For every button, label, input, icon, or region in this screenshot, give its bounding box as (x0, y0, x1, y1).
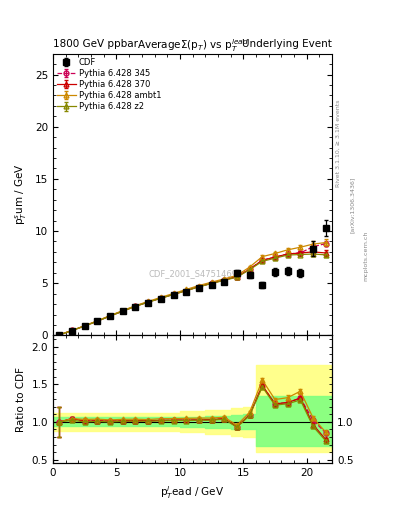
Text: mcplots.cern.ch: mcplots.cern.ch (364, 231, 369, 281)
Legend: CDF, Pythia 6.428 345, Pythia 6.428 370, Pythia 6.428 ambt1, Pythia 6.428 z2: CDF, Pythia 6.428 345, Pythia 6.428 370,… (55, 56, 163, 113)
Text: [arXiv:1306.3436]: [arXiv:1306.3436] (350, 177, 355, 233)
Text: Underlying Event: Underlying Event (242, 38, 332, 49)
X-axis label: p$_T^{l}$ead / GeV: p$_T^{l}$ead / GeV (160, 484, 225, 501)
Text: 1800 GeV ppbar: 1800 GeV ppbar (53, 38, 138, 49)
Title: Average$\Sigma$(p$_T$) vs p$_T^{lead}$: Average$\Sigma$(p$_T$) vs p$_T^{lead}$ (137, 37, 248, 54)
Text: CDF_2001_S4751469: CDF_2001_S4751469 (148, 269, 237, 278)
Text: Rivet 3.1.10, ≥ 3.1M events: Rivet 3.1.10, ≥ 3.1M events (336, 100, 341, 187)
Y-axis label: Ratio to CDF: Ratio to CDF (16, 367, 26, 432)
Y-axis label: p$_T^{s}$um / GeV: p$_T^{s}$um / GeV (14, 164, 29, 225)
